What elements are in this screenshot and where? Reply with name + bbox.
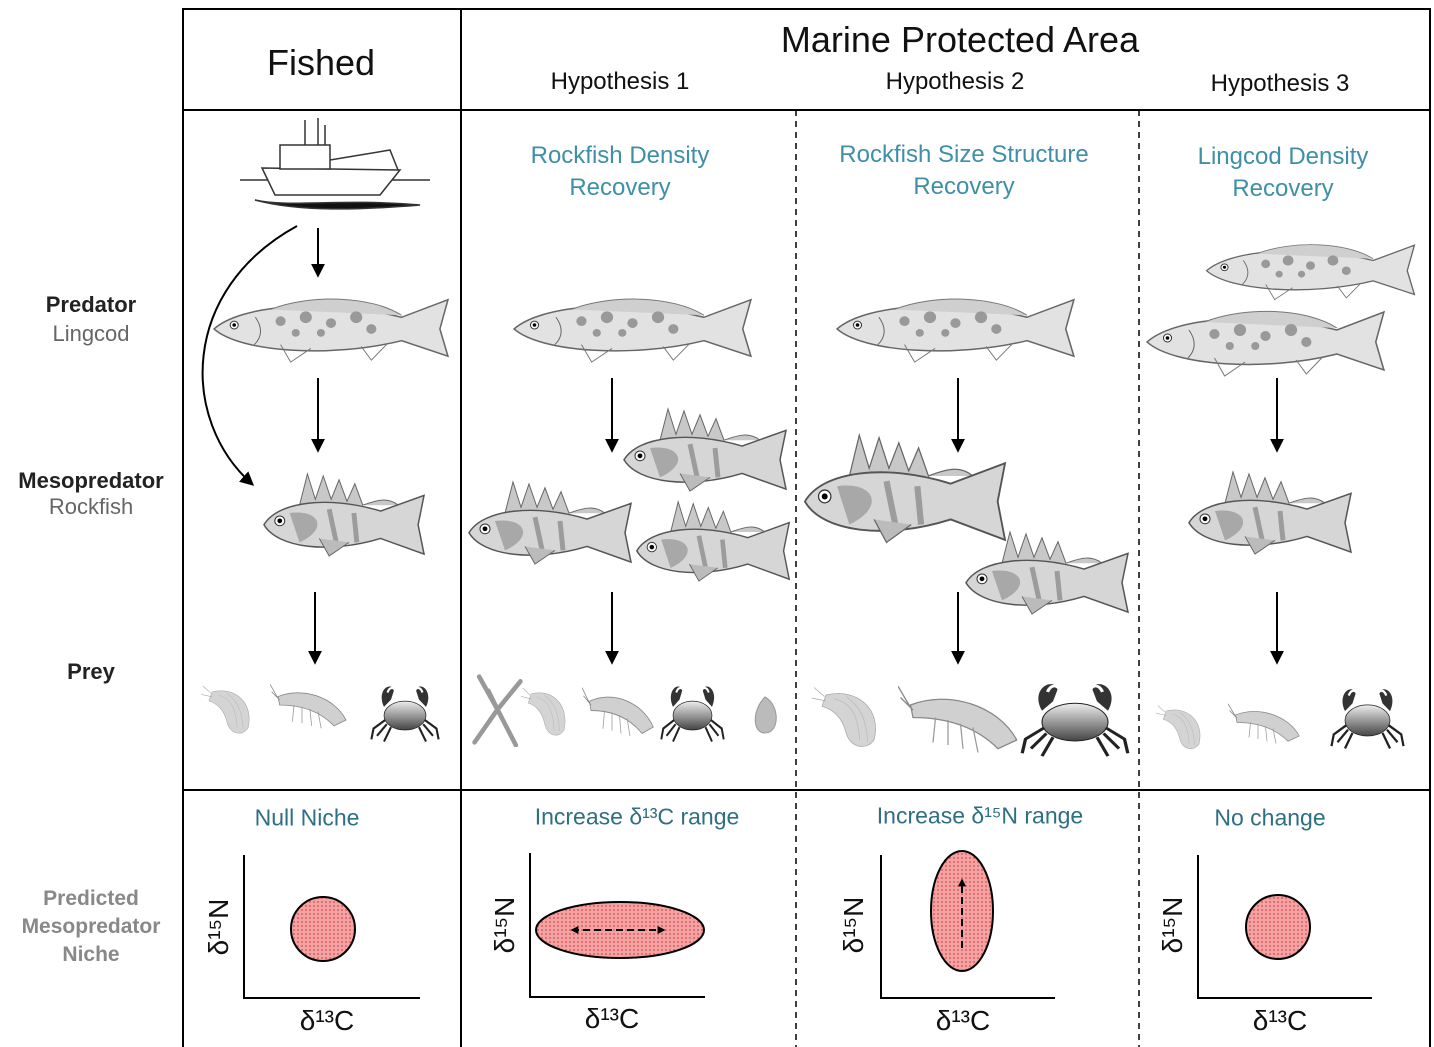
hypothesis-label: Hypothesis 1	[550, 68, 690, 95]
fish	[213, 243, 1416, 614]
hypothesis-label: Hypothesis 2	[885, 68, 1025, 95]
arrows	[201, 225, 1284, 665]
y-axis-label: δ¹⁵N	[1157, 897, 1188, 954]
x-axis-label: δ¹³C	[1253, 1005, 1307, 1036]
scenario-label: Rockfish Size Structure Recovery	[839, 141, 1089, 200]
y-axis-label: δ¹⁵N	[203, 899, 234, 956]
y-axis-label: δ¹⁵N	[838, 897, 869, 954]
x-axis-label: δ¹³C	[936, 1005, 990, 1036]
axis-labels: δ¹³C δ¹⁵N δ¹³C δ¹⁵N δ¹³C δ¹⁵N δ¹³C δ¹⁵N	[203, 897, 1307, 1036]
prey	[200, 677, 1405, 758]
x-axis-label: δ¹³C	[300, 1005, 354, 1036]
niche-title: Null Niche	[254, 804, 360, 831]
hypothesis-label: Hypothesis 3	[1210, 70, 1350, 97]
scenario-label: Rockfish Density Recovery	[530, 142, 710, 201]
frame	[182, 8, 1431, 1047]
row-subtitle: Lingcod	[52, 321, 130, 346]
row-title: Predicted Mesopredator Niche	[21, 887, 161, 966]
row-title: Predator	[45, 292, 137, 317]
niche-title: Increase δ¹³C range	[534, 803, 740, 830]
row-subtitle: Rockfish	[48, 494, 134, 519]
row-title: Mesopredator	[18, 468, 164, 493]
niche-plots	[243, 850, 1372, 999]
niche-title: Increase δ¹⁵N range	[876, 802, 1084, 829]
column-title: Fished	[266, 42, 376, 83]
boat	[240, 118, 430, 210]
niche-title: No change	[1214, 804, 1326, 831]
y-axis-label: δ¹⁵N	[489, 897, 520, 954]
scenario-label: Lingcod Density Recovery	[1197, 143, 1369, 202]
x-axis-label: δ¹³C	[585, 1003, 639, 1034]
row-title: Prey	[67, 659, 115, 684]
column-title: Marine Protected Area	[780, 19, 1140, 60]
